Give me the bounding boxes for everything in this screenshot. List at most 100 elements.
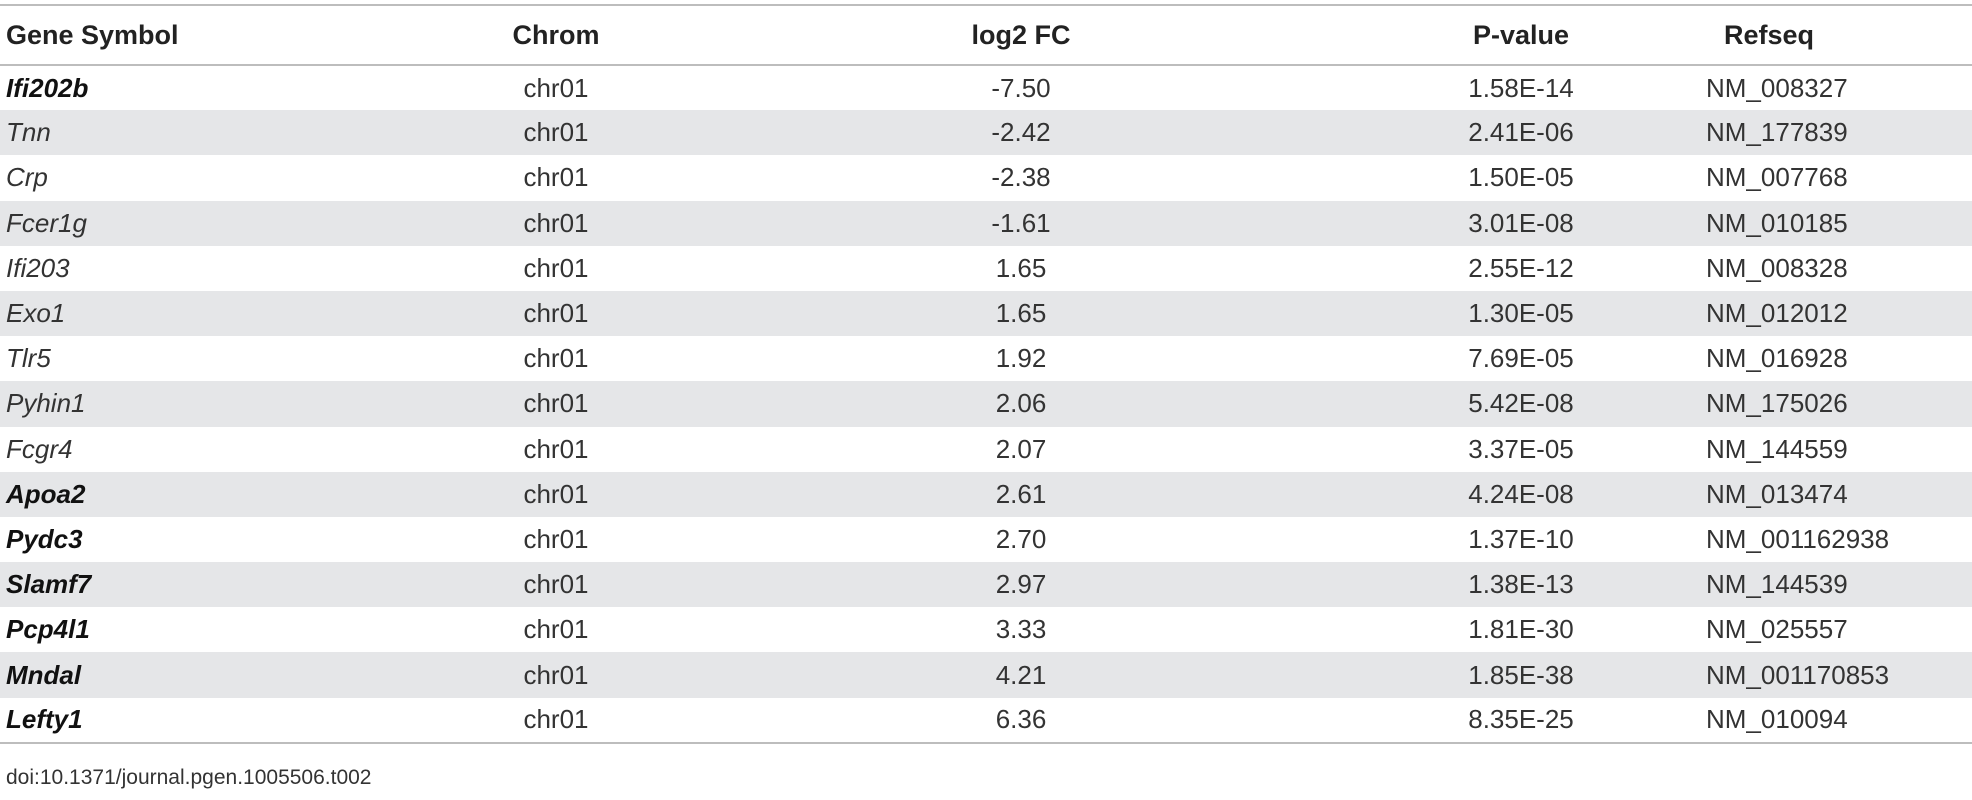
table-row: Ifi203 chr01 1.65 2.55E-12 NM_008328 [0,246,1972,291]
cell-p-value: 1.30E-05 [1336,291,1706,336]
cell-chrom-text: chr01 [523,388,589,419]
cell-gene-symbol: Pydc3 [0,517,406,562]
table-row: Mndal chr01 4.21 1.85E-38 NM_001170853 [0,652,1972,698]
cell-refseq: NM_010185 [1706,201,1972,246]
cell-refseq-text: NM_016928 [1706,343,1848,374]
cell-gene-symbol: Ifi202b [0,65,406,110]
cell-p-value-text: 2.41E-06 [1468,117,1574,148]
cell-p-value: 1.58E-14 [1336,65,1706,110]
cell-p-value-text: 1.81E-30 [1468,614,1574,645]
cell-refseq: NM_177839 [1706,110,1972,155]
cell-log2-fc-text: 3.33 [995,614,1047,645]
cell-gene-symbol-text: Tlr5 [6,343,51,374]
table-row: Lefty1 chr01 6.36 8.35E-25 NM_010094 [0,698,1972,743]
cell-chrom: chr01 [406,155,706,200]
cell-chrom-text: chr01 [523,614,589,645]
cell-log2-fc-text: 1.92 [995,343,1047,374]
cell-refseq: NM_001162938 [1706,517,1972,562]
header-chrom: Chrom [512,19,600,50]
cell-refseq: NM_175026 [1706,381,1972,426]
cell-p-value-text: 1.30E-05 [1468,298,1574,329]
cell-log2-fc: 2.07 [706,427,1336,472]
header-log2-fc: log2 FC [971,19,1071,50]
table-row: Pcp4l1 chr01 3.33 1.81E-30 NM_025557 [0,607,1972,652]
cell-chrom-text: chr01 [523,569,589,600]
cell-refseq-text: NM_010094 [1706,704,1848,735]
cell-gene-symbol: Tnn [0,110,406,155]
cell-log2-fc-text: 1.65 [995,252,1047,283]
cell-refseq-text: NM_012012 [1706,298,1848,329]
cell-p-value: 3.01E-08 [1336,201,1706,246]
cell-gene-symbol: Crp [0,155,406,200]
table-row: Fcer1g chr01 -1.61 3.01E-08 NM_010185 [0,200,1972,246]
cell-log2-fc: 2.61 [706,472,1336,517]
cell-chrom-text: chr01 [523,659,589,690]
cell-chrom: chr01 [406,427,706,472]
cell-gene-symbol-text: Tnn [6,117,51,148]
cell-chrom: chr01 [406,336,706,381]
cell-log2-fc-text: 2.07 [995,433,1047,464]
cell-p-value-text: 8.35E-25 [1468,704,1574,735]
cell-chrom: chr01 [406,698,706,743]
cell-p-value: 5.42E-08 [1336,381,1706,426]
cell-log2-fc-text: 2.61 [995,478,1047,509]
cell-chrom-text: chr01 [523,252,589,283]
cell-gene-symbol-text: Slamf7 [6,569,92,600]
cell-log2-fc-text: -2.38 [991,162,1051,193]
table-row: Pydc3 chr01 2.70 1.37E-10 NM_001162938 [0,517,1972,562]
cell-log2-fc: 1.92 [706,336,1336,381]
cell-p-value: 8.35E-25 [1336,698,1706,743]
cell-log2-fc: 2.97 [706,562,1336,607]
cell-gene-symbol: Pcp4l1 [0,607,406,652]
cell-refseq-text: NM_007768 [1706,162,1848,193]
cell-p-value: 4.24E-08 [1336,472,1706,517]
table-header: Gene Symbol Chrom log2 FC P-value Refseq [0,5,1972,65]
cell-log2-fc-text: -2.42 [991,117,1051,148]
cell-refseq: NM_007768 [1706,155,1972,200]
cell-p-value: 2.41E-06 [1336,110,1706,155]
cell-chrom: chr01 [406,110,706,155]
cell-p-value-text: 5.42E-08 [1468,388,1574,419]
table-row: Ifi202b chr01 -7.50 1.58E-14 NM_008327 [0,65,1972,110]
cell-gene-symbol: Apoa2 [0,472,406,517]
table-row: Pyhin1 chr01 2.06 5.42E-08 NM_175026 [0,381,1972,427]
cell-log2-fc-text: 2.97 [995,569,1047,600]
cell-log2-fc-text: 4.21 [995,659,1047,690]
cell-chrom: chr01 [406,201,706,246]
cell-gene-symbol: Fcgr4 [0,427,406,472]
cell-p-value-text: 3.01E-08 [1468,207,1574,238]
cell-gene-symbol-text: Ifi202b [6,72,89,103]
cell-log2-fc: 1.65 [706,291,1336,336]
header-gene-symbol: Gene Symbol [6,19,179,50]
cell-gene-symbol: Slamf7 [0,562,406,607]
cell-log2-fc-text: 6.36 [995,704,1047,735]
cell-refseq-text: NM_025557 [1706,614,1848,645]
cell-log2-fc-text: 1.65 [995,298,1047,329]
cell-chrom: chr01 [406,472,706,517]
cell-log2-fc: -2.42 [706,110,1336,155]
cell-chrom: chr01 [406,517,706,562]
cell-gene-symbol-text: Pydc3 [6,523,83,554]
cell-gene-symbol-text: Fcgr4 [6,433,73,464]
cell-gene-symbol: Lefty1 [0,698,406,743]
cell-gene-symbol-text: Crp [6,162,48,193]
cell-p-value: 1.81E-30 [1336,607,1706,652]
cell-gene-symbol-text: Apoa2 [6,478,86,509]
cell-refseq: NM_008328 [1706,246,1972,291]
cell-gene-symbol-text: Pcp4l1 [6,614,90,645]
gene-table: Gene Symbol Chrom log2 FC P-value Refseq… [0,4,1972,744]
cell-chrom: chr01 [406,291,706,336]
cell-refseq: NM_144559 [1706,427,1972,472]
cell-log2-fc: 4.21 [706,652,1336,697]
cell-chrom: chr01 [406,246,706,291]
header-refseq: Refseq [1724,19,1815,50]
cell-gene-symbol: Fcer1g [0,201,406,246]
cell-chrom-text: chr01 [523,478,589,509]
header-row: Gene Symbol Chrom log2 FC P-value Refseq [0,5,1972,65]
cell-chrom-text: chr01 [523,72,589,103]
cell-refseq-text: NM_144539 [1706,569,1848,600]
cell-refseq-text: NM_008327 [1706,72,1848,103]
table-row: Crp chr01 -2.38 1.50E-05 NM_007768 [0,155,1972,200]
cell-log2-fc: 3.33 [706,607,1336,652]
cell-chrom-text: chr01 [523,523,589,554]
